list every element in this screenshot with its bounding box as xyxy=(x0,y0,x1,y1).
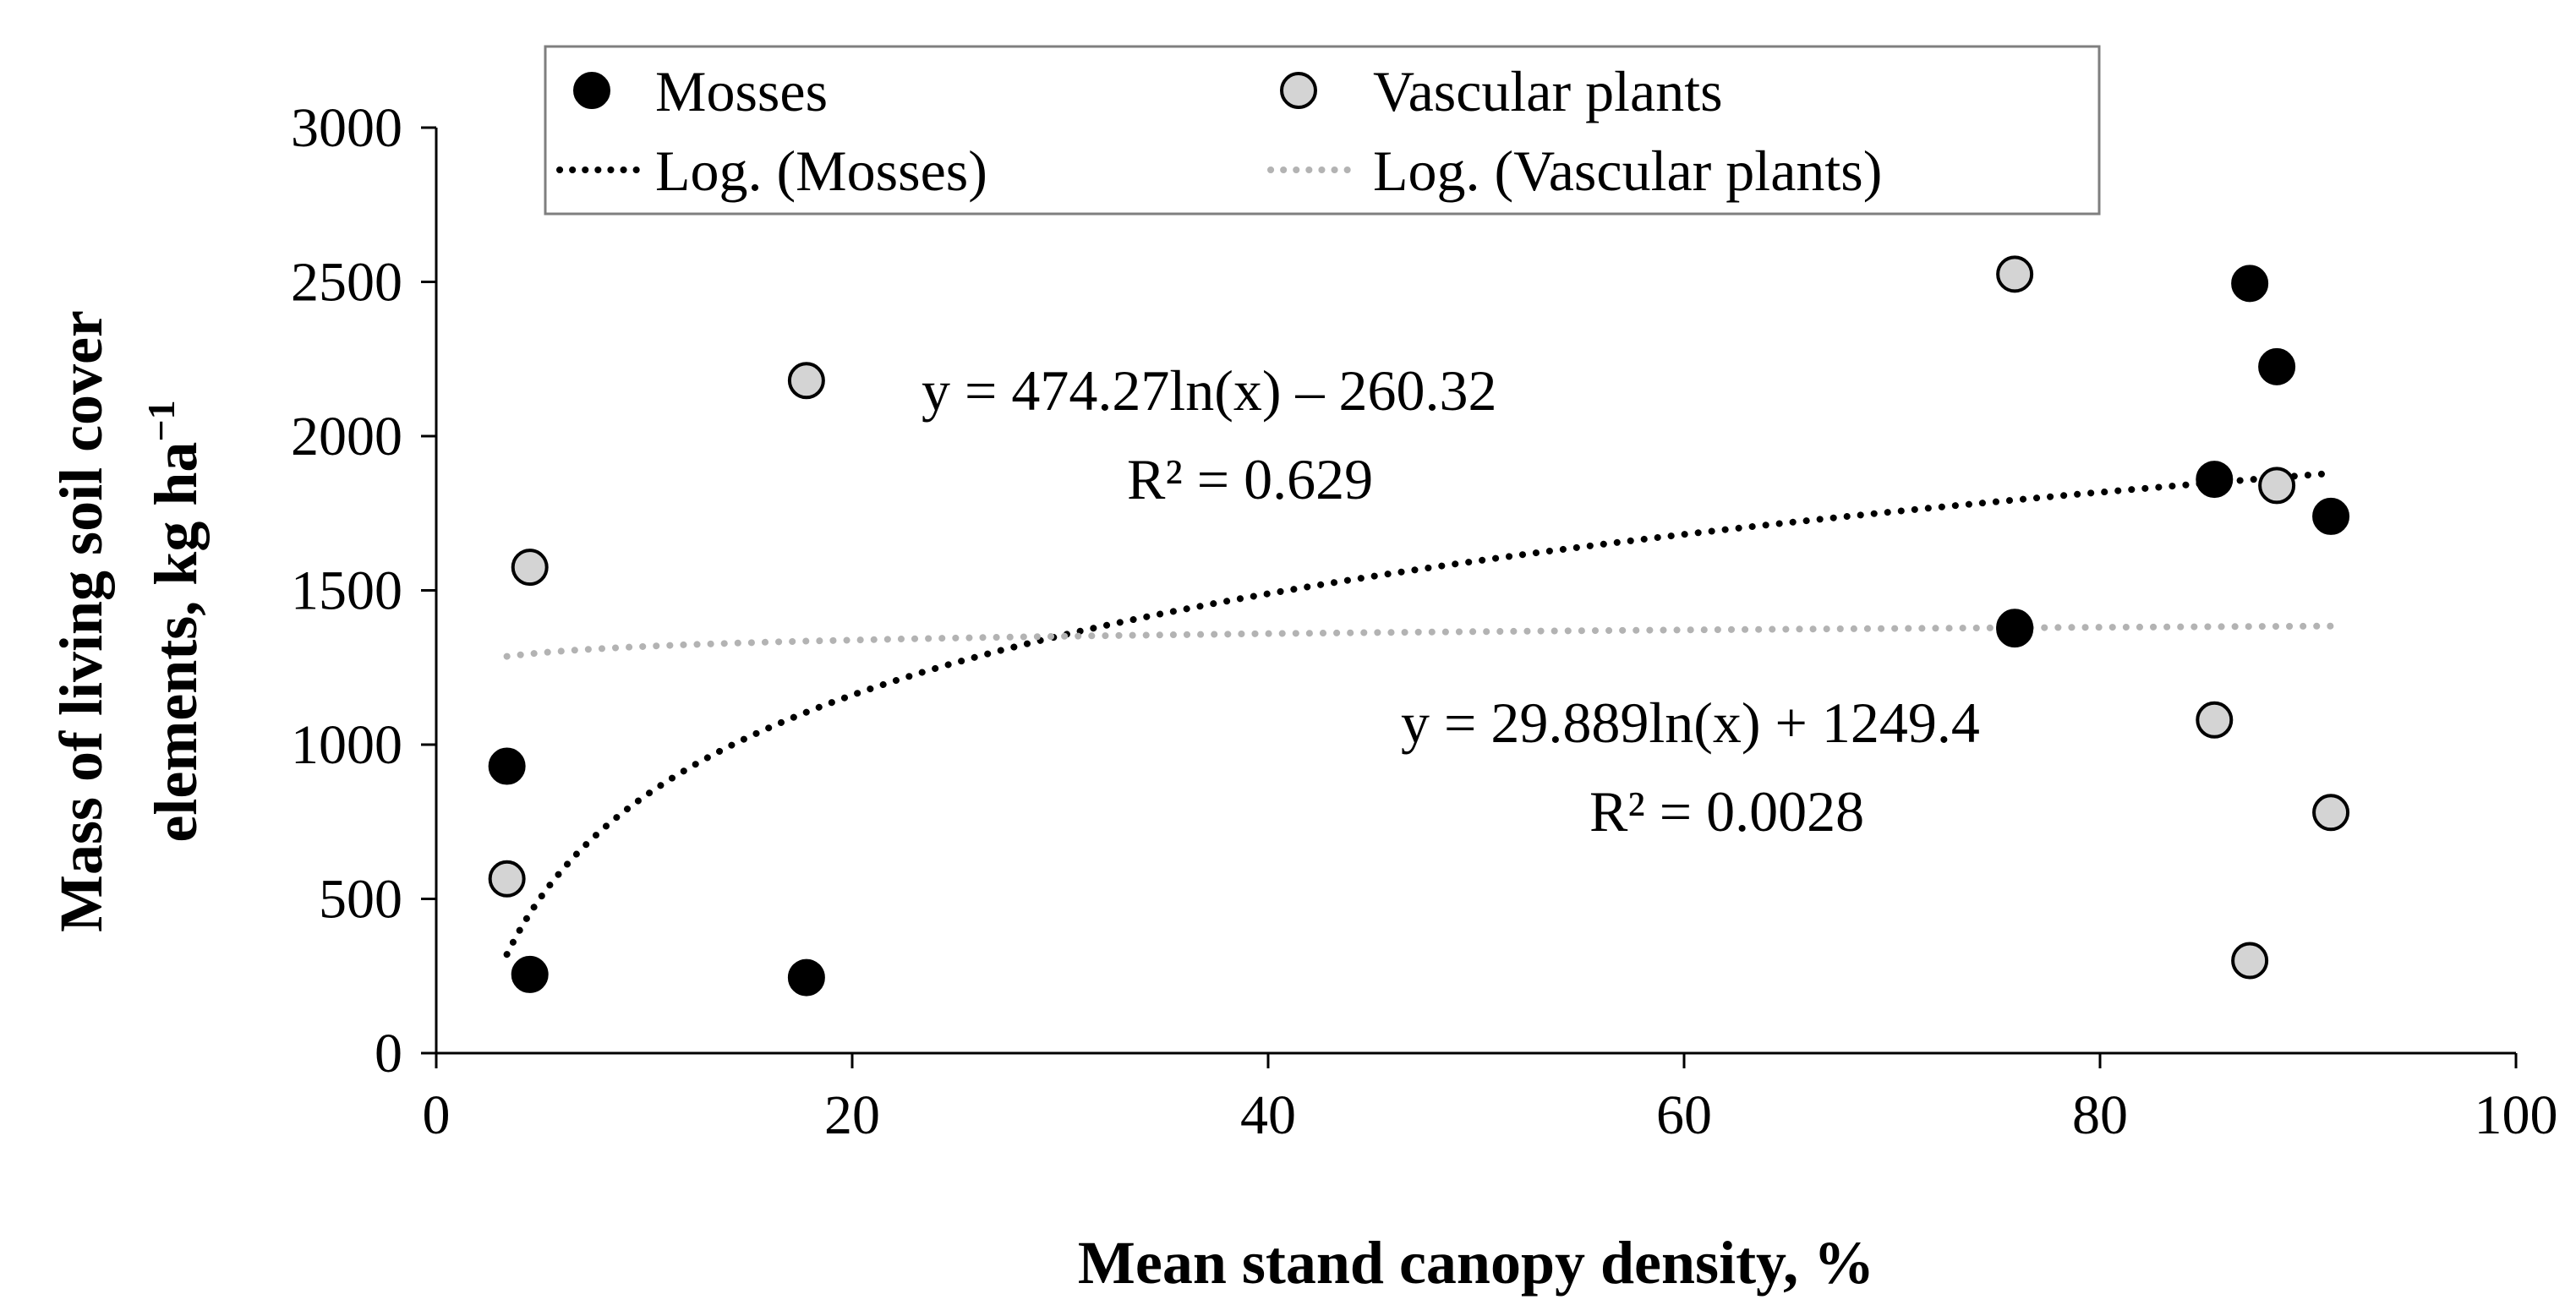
x-tick-label: 60 xyxy=(1656,1084,1712,1146)
trendlines xyxy=(503,470,2335,958)
y-axis-title-line2-text: elements, kg ha xyxy=(142,442,210,843)
equation-mosses: y = 474.27ln(x) – 260.32 xyxy=(922,358,1497,423)
legend-label-log-vascular-plants: Log. (Vascular plants) xyxy=(1373,139,1882,203)
x-tick-label: 20 xyxy=(824,1084,880,1146)
y-tick-label: 3000 xyxy=(291,97,402,159)
vascular-plants-point xyxy=(488,860,526,898)
y-axis-title: Mass of living soil cover elements, kg h… xyxy=(47,310,210,932)
vascular-plants-point xyxy=(511,549,549,587)
legend-item-log-mosses: Log. (Mosses) xyxy=(556,139,987,203)
legend-label-vascular-plants: Vascular plants xyxy=(1373,59,1723,123)
vascular-plants-point xyxy=(2258,467,2296,505)
y-axis: 0 500 1000 1500 2000 2500 3000 xyxy=(291,97,438,1084)
vascular-plants-point xyxy=(2312,794,2350,832)
vascular-plants-point xyxy=(2231,942,2269,980)
mosses-point xyxy=(2312,497,2350,535)
r2-mosses: R² = 0.629 xyxy=(1127,447,1373,511)
y-tick-label: 1000 xyxy=(291,714,402,776)
annotations: y = 474.27ln(x) – 260.32 R² = 0.629 y = … xyxy=(922,358,1980,844)
legend-marker-vascular-plants xyxy=(1280,72,1317,109)
legend-label-mosses: Mosses xyxy=(655,59,828,123)
y-tick-label: 0 xyxy=(375,1023,402,1084)
trendline-log-vascular-plants xyxy=(503,622,2335,660)
y-axis-title-superscript: −1 xyxy=(139,400,183,441)
mosses-point xyxy=(511,955,549,993)
x-ticks: 0 20 40 60 80 100 xyxy=(423,1053,2558,1146)
mosses-point xyxy=(2196,461,2234,499)
y-axis-title-line2: elements, kg ha−1 xyxy=(139,400,210,842)
series-vascular-plants xyxy=(488,255,2350,980)
x-tick-label: 0 xyxy=(423,1084,451,1146)
y-tick-label: 500 xyxy=(319,869,402,931)
y-tick-label: 2500 xyxy=(291,252,402,314)
mosses-point xyxy=(2258,347,2296,385)
mosses-point xyxy=(787,958,825,997)
equation-vascular-plants: y = 29.889ln(x) + 1249.4 xyxy=(1401,691,1980,755)
y-ticks: 0 500 1000 1500 2000 2500 3000 xyxy=(291,97,436,1084)
mosses-point xyxy=(1996,610,2034,648)
legend-box xyxy=(544,45,2101,216)
r2-vascular-plants: R² = 0.0028 xyxy=(1589,779,1864,844)
series-mosses xyxy=(488,265,2350,997)
vascular-plants-point xyxy=(1996,255,2034,293)
x-axis: 0 20 40 60 80 100 xyxy=(423,1051,2558,1146)
legend: Mosses Vascular plants Log. (Mosses) Log… xyxy=(544,45,2101,216)
x-tick-label: 40 xyxy=(1240,1084,1296,1146)
vascular-plants-point xyxy=(787,362,825,400)
legend-label-log-mosses: Log. (Mosses) xyxy=(655,139,987,203)
legend-item-vascular-plants: Vascular plants xyxy=(1280,59,1723,123)
y-tick-label: 2000 xyxy=(291,406,402,467)
mosses-point xyxy=(2231,265,2269,303)
vascular-plants-point xyxy=(2196,701,2234,739)
mosses-point xyxy=(488,747,526,785)
x-tick-label: 100 xyxy=(2475,1084,2558,1146)
legend-item-log-vascular-plants: Log. (Vascular plants) xyxy=(1267,139,1882,203)
y-tick-label: 1500 xyxy=(291,560,402,622)
legend-marker-mosses xyxy=(573,72,610,109)
x-axis-title: Mean stand canopy density, % xyxy=(1078,1229,1874,1297)
legend-item-mosses: Mosses xyxy=(573,59,828,123)
x-tick-label: 80 xyxy=(2072,1084,2128,1146)
y-axis-title-line1: Mass of living soil cover xyxy=(47,310,115,932)
